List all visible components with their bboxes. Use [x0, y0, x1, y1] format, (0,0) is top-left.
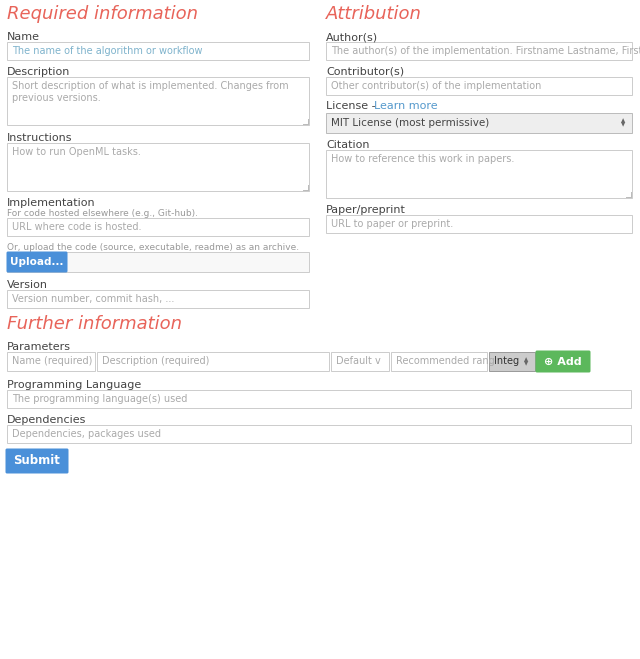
Text: Upload...: Upload... [10, 257, 64, 267]
Text: Instructions: Instructions [7, 133, 72, 143]
Text: How to reference this work in papers.: How to reference this work in papers. [331, 154, 515, 164]
Text: ⊕ Add: ⊕ Add [544, 357, 582, 366]
Text: Default v: Default v [336, 357, 381, 366]
Bar [7, 425, 631, 443]
Text: ▲: ▲ [524, 357, 528, 362]
Text: Author(s): Author(s) [326, 32, 378, 42]
Bar [97, 352, 329, 371]
Text: The programming language(s) used: The programming language(s) used [12, 394, 188, 404]
Text: For code hosted elsewhere (e.g., Git-hub).: For code hosted elsewhere (e.g., Git-hub… [7, 209, 198, 218]
Bar [7, 352, 95, 371]
Text: Short description of what is implemented. Changes from
previous versions.: Short description of what is implemented… [12, 81, 289, 103]
Text: Or, upload the code (source, executable, readme) as an archive.: Or, upload the code (source, executable,… [7, 243, 299, 252]
Text: Integ: Integ [494, 357, 519, 366]
Text: Dependencies, packages used: Dependencies, packages used [12, 429, 161, 439]
Text: Contributor(s): Contributor(s) [326, 67, 404, 77]
Bar [7, 42, 309, 60]
Text: URL where code is hosted.: URL where code is hosted. [12, 222, 141, 232]
Text: Paper/preprint: Paper/preprint [326, 205, 406, 215]
FancyBboxPatch shape [6, 449, 68, 474]
Text: Parameters: Parameters [7, 342, 71, 352]
Text: Programming Language: Programming Language [7, 380, 141, 390]
Text: The author(s) of the implementation. Firstname Lastname, First: The author(s) of the implementation. Fir… [331, 46, 640, 56]
Bar [7, 77, 309, 125]
Bar [7, 290, 309, 308]
FancyBboxPatch shape [6, 252, 67, 273]
Text: How to run OpenML tasks.: How to run OpenML tasks. [12, 147, 141, 157]
Text: Recommended rang: Recommended rang [396, 357, 495, 366]
Bar [7, 390, 631, 408]
Bar [7, 252, 309, 272]
Text: Name (required): Name (required) [12, 357, 92, 366]
Bar [7, 218, 309, 236]
Text: Citation: Citation [326, 140, 369, 150]
Text: Learn more: Learn more [374, 101, 438, 111]
Text: Version number, commit hash, ...: Version number, commit hash, ... [12, 294, 174, 304]
Text: ▲: ▲ [621, 119, 625, 123]
Bar [326, 113, 632, 133]
Bar [489, 352, 535, 371]
Text: License -: License - [326, 101, 379, 111]
Text: Required information: Required information [7, 5, 198, 23]
Text: MIT License (most permissive): MIT License (most permissive) [331, 118, 489, 128]
Text: Other contributor(s) of the implementation: Other contributor(s) of the implementati… [331, 81, 541, 91]
Bar [326, 150, 632, 198]
Text: Description (required): Description (required) [102, 357, 209, 366]
Text: ▼: ▼ [524, 361, 528, 366]
Bar [331, 352, 389, 371]
Text: Description: Description [7, 67, 70, 77]
Bar [7, 143, 309, 191]
Bar [326, 77, 632, 95]
Text: Version: Version [7, 280, 48, 290]
Text: Implementation: Implementation [7, 198, 95, 208]
Text: Name: Name [7, 32, 40, 42]
Text: Dependencies: Dependencies [7, 415, 86, 425]
FancyBboxPatch shape [536, 351, 591, 372]
Text: ▼: ▼ [621, 123, 625, 127]
Text: Attribution: Attribution [326, 5, 422, 23]
Text: URL to paper or preprint.: URL to paper or preprint. [331, 219, 453, 229]
Bar [326, 42, 632, 60]
Text: Submit: Submit [13, 455, 60, 467]
Bar [326, 215, 632, 233]
Text: The name of the algorithm or workflow: The name of the algorithm or workflow [12, 46, 202, 56]
Bar [391, 352, 487, 371]
Text: Further information: Further information [7, 315, 182, 333]
